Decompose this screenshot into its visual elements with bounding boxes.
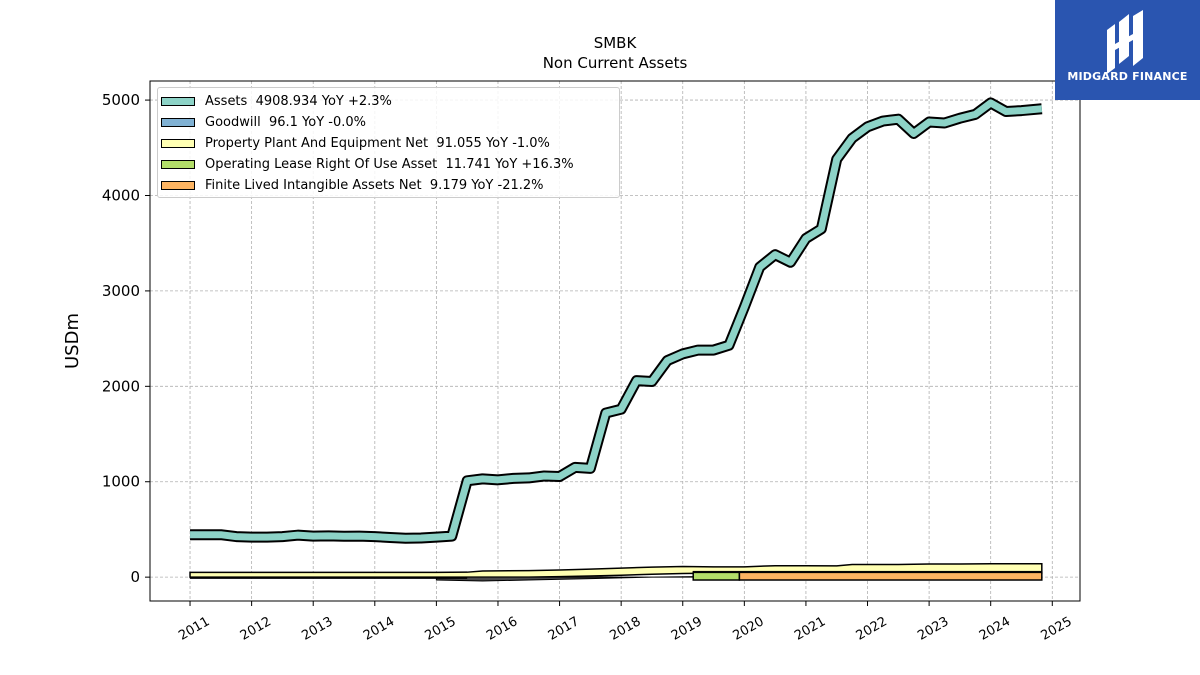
legend-item: Finite Lived Intangible Assets Net 9.179… [161,175,619,196]
x-tick-label: 2025 [1038,614,1074,644]
legend-label-operating-lease: Operating Lease Right Of Use Asset 11.74… [205,157,574,172]
y-tick-label: 3000 [102,282,140,300]
y-tick-label: 0 [130,568,140,586]
x-tick-label: 2016 [484,614,520,644]
x-tick-label: 2018 [607,614,643,644]
x-tick-label: 2013 [299,614,335,644]
chart-subtitle: Non Current Assets [543,54,688,72]
brand-name: MIDGARD FINANCE [1067,70,1188,83]
y-axis-label: USDm [62,313,83,369]
series-negative-dip [435,576,694,582]
plot-frame [149,80,1081,602]
x-tick-label: 2020 [731,614,767,644]
legend-swatch-goodwill [161,118,195,127]
series-layer [189,97,1043,582]
x-tick-label: 2022 [854,614,890,644]
chart-title: SMBK [594,34,638,52]
legend-label-assets: Assets 4908.934 YoY +2.3% [205,94,392,109]
legend-swatch-intangibles [161,181,195,190]
y-tick-label: 2000 [102,377,140,395]
x-tick-label: 2019 [669,614,705,644]
legend-label-intangibles: Finite Lived Intangible Assets Net 9.179… [205,178,544,193]
legend-swatch-ppe [161,139,195,148]
legend-item: Assets 4908.934 YoY +2.3% [161,91,619,112]
series-intangibles-area [738,571,1043,581]
x-tick-label: 2015 [423,614,459,644]
x-tick-label: 2021 [792,614,828,644]
legend-swatch-assets [161,97,195,106]
legend-swatch-operating-lease [161,160,195,169]
y-tick-label: 5000 [102,91,140,109]
series-operating-lease-area [692,571,741,581]
brand-logo: MIDGARD FINANCE [1055,0,1200,100]
legend-item: Goodwill 96.1 YoY -0.0% [161,112,619,133]
x-tick-label: 2023 [915,614,951,644]
series-assets-line [190,99,1043,542]
y-tick-label: 1000 [102,473,140,491]
legend-item: Operating Lease Right Of Use Asset 11.74… [161,154,619,175]
logo-mark-icon [1107,10,1143,74]
legend-item: Property Plant And Equipment Net 91.055 … [161,133,619,154]
legend-label-ppe: Property Plant And Equipment Net 91.055 … [205,136,550,151]
x-tick-label: 2012 [238,614,274,644]
x-tick-label: 2017 [546,614,582,644]
x-tick-label: 2011 [176,614,212,644]
x-tick-label: 2014 [361,614,397,644]
y-tick-label: 4000 [102,186,140,204]
x-tick-label: 2024 [977,614,1013,644]
chart-legend: Assets 4908.934 YoY +2.3% Goodwill 96.1 … [157,87,620,198]
legend-label-goodwill: Goodwill 96.1 YoY -0.0% [205,115,367,130]
